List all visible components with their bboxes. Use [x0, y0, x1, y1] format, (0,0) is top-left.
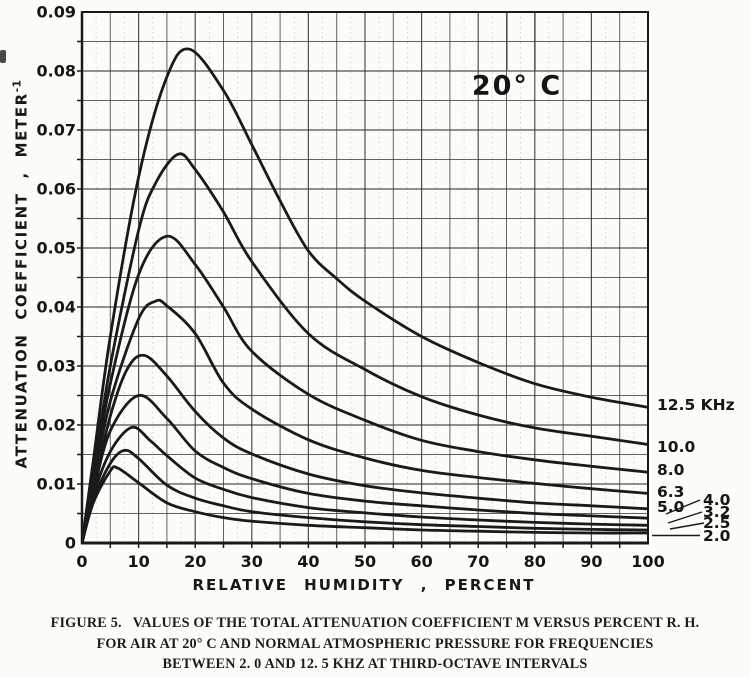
y-tick-label: 0.04: [37, 298, 76, 317]
curve-2-5-khz: [81, 448, 649, 544]
y-tick-label: 0.06: [37, 180, 76, 199]
y-axis-title: ATTENUATION COEFFICIENT , METER-1: [12, 80, 31, 469]
x-tick-label: 90: [580, 552, 602, 571]
series-label-4-khz: 4.0: [703, 491, 731, 509]
leader-line: [665, 499, 701, 515]
x-tick-label: 0: [76, 552, 87, 571]
y-tick-label: 0.01: [37, 475, 76, 494]
series-label-2-khz: 2.0: [703, 527, 731, 545]
series-label-5-khz: 5.0: [657, 498, 685, 516]
leader-line: [667, 511, 703, 524]
curve-2-khz: [81, 465, 649, 544]
caption-line-1: FIGURE 5. VALUES OF THE TOTAL ATTENUATIO…: [50, 615, 700, 631]
figure-caption: FIGURE 5. VALUES OF THE TOTAL ATTENUATIO…: [0, 613, 750, 675]
x-tick-label: 40: [297, 552, 319, 571]
leader-line: [669, 522, 705, 530]
y-tick-label: 0.05: [37, 239, 76, 258]
x-tick-label: 100: [631, 552, 664, 571]
y-axis-title-text: ATTENUATION COEFFICIENT , METER: [12, 92, 31, 469]
plot-svg: 0 10 20 30 40 50 60 70 80 90 100 0 0.01 0.02 0.03 0.04 0…: [0, 3, 735, 571]
caption-line-2: FOR AIR AT 20° C AND NORMAL ATMOSPHERIC …: [96, 635, 654, 652]
y-tick-label: 0.03: [37, 357, 76, 376]
x-axis-title: RELATIVE HUMIDITY , PERCENT: [192, 576, 536, 594]
x-tick-label: 10: [127, 552, 149, 571]
curve-3-2-khz: [81, 425, 649, 544]
series-label-3-2-khz: 3.2: [703, 503, 730, 521]
y-axis-title-exponent: -1: [11, 79, 24, 93]
y-tick-label: 0.02: [37, 416, 76, 435]
chart-area: 0 10 20 30 40 50 60 70 80 90 100 0 0.01 0.02 0.03 0.04 0…: [0, 3, 735, 594]
x-tick-label: 70: [467, 552, 489, 571]
curve-12-5-khz: [81, 47, 649, 544]
curve-5-khz: [81, 353, 649, 544]
y-tick-label: 0: [65, 534, 76, 553]
y-tick-label: 0.08: [37, 62, 76, 81]
scan-smudge: [0, 50, 6, 63]
series-label-10-khz: 10.0: [657, 438, 695, 456]
x-tick-label: 60: [410, 552, 432, 571]
series-label-2-5-khz: 2.5: [703, 514, 730, 532]
series-label-8-khz: 8.0: [657, 461, 685, 479]
curve-10-khz: [81, 152, 649, 544]
series-label-12-5-khz: 12.5 KHz: [657, 396, 735, 414]
series-label-6-3-khz: 6.3: [657, 483, 684, 501]
x-tick-label: 20: [184, 552, 206, 571]
y-tick-label: 0.09: [37, 3, 76, 22]
y-tick-label: 0.07: [37, 121, 76, 140]
caption-line-3: BETWEEN 2. 0 AND 12. 5 KHZ AT THIRD-OCTA…: [162, 656, 588, 672]
curve-8-khz: [81, 234, 649, 544]
x-tick-label: 30: [241, 552, 263, 571]
curve-4-khz: [81, 394, 649, 544]
temperature-annotation: 20° C: [471, 70, 563, 102]
x-tick-label: 80: [524, 552, 546, 571]
curve-6-3-khz: [81, 298, 649, 544]
x-tick-label: 50: [354, 552, 376, 571]
